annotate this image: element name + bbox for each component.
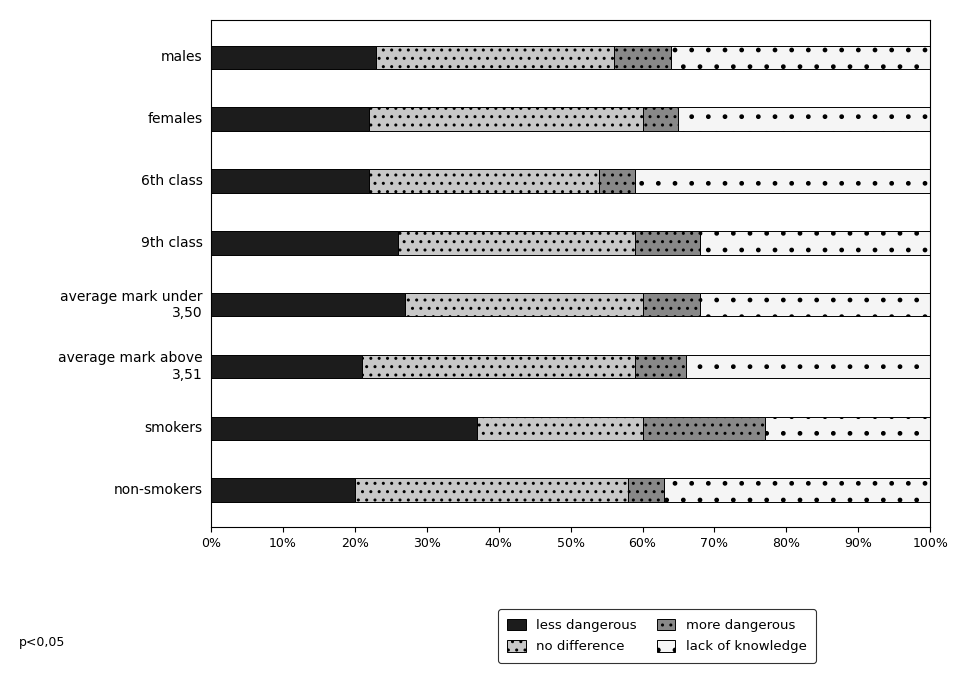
- Bar: [211, 169, 369, 193]
- Bar: [211, 293, 406, 316]
- Bar: [376, 45, 614, 69]
- Bar: [614, 45, 671, 69]
- Bar: [643, 107, 679, 131]
- Legend: less dangerous, no difference, more dangerous, lack of knowledge: less dangerous, no difference, more dang…: [498, 609, 816, 662]
- Bar: [211, 107, 369, 131]
- Bar: [679, 107, 930, 131]
- Bar: [211, 45, 376, 69]
- Bar: [686, 355, 930, 379]
- Bar: [398, 231, 635, 255]
- Bar: [369, 169, 599, 193]
- Bar: [628, 479, 664, 502]
- Bar: [635, 169, 930, 193]
- Bar: [700, 293, 930, 316]
- Bar: [599, 169, 635, 193]
- Bar: [406, 293, 643, 316]
- Bar: [211, 479, 355, 502]
- Bar: [635, 231, 700, 255]
- Bar: [211, 231, 398, 255]
- Bar: [664, 479, 930, 502]
- Bar: [211, 355, 363, 379]
- Bar: [355, 479, 628, 502]
- Bar: [765, 416, 930, 440]
- Bar: [643, 416, 765, 440]
- Bar: [478, 416, 643, 440]
- Bar: [369, 107, 643, 131]
- Bar: [643, 293, 700, 316]
- Bar: [671, 45, 930, 69]
- Bar: [363, 355, 635, 379]
- Text: p<0,05: p<0,05: [19, 636, 65, 649]
- Bar: [635, 355, 686, 379]
- Bar: [211, 416, 478, 440]
- Bar: [700, 231, 930, 255]
